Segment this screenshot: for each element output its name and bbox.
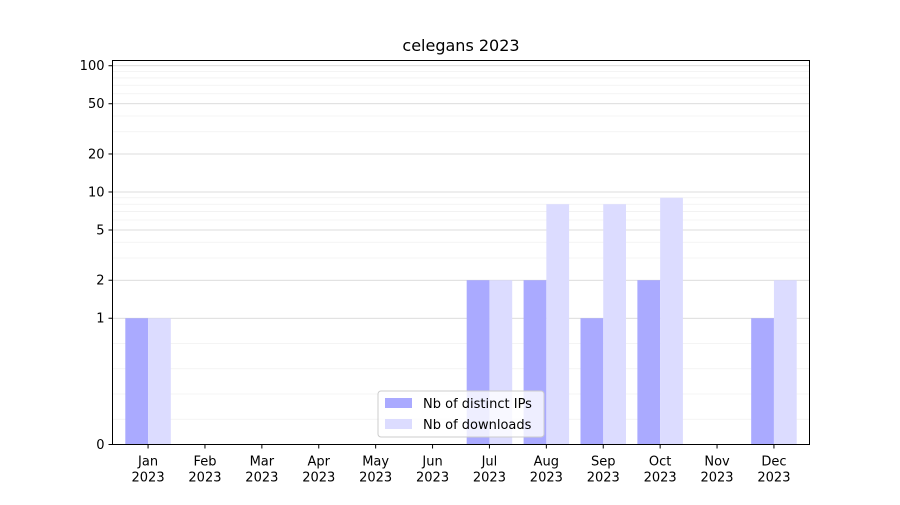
x-tick-label-month: Oct <box>649 455 671 470</box>
x-tick-label-year: 2023 <box>188 471 221 486</box>
x-tick-label-year: 2023 <box>416 471 449 486</box>
x-tick-label-month: Jan <box>137 455 158 470</box>
x-tick-label-year: 2023 <box>359 471 392 486</box>
plot-frame <box>112 60 810 445</box>
x-tick-label-year: 2023 <box>530 471 563 486</box>
bar-distinct-ips-dec <box>751 318 774 445</box>
legend: Nb of distinct IPs Nb of downloads <box>377 390 545 438</box>
legend-swatch-distinct-ips <box>385 398 412 408</box>
x-tick-label-month: May <box>362 455 389 470</box>
bar-downloads-oct <box>660 197 683 445</box>
y-tick-label: 20 <box>88 147 105 162</box>
bar-downloads-jan <box>148 318 171 445</box>
bar-distinct-ips-oct <box>637 280 661 445</box>
x-tick-label-month: Jun <box>421 455 442 470</box>
y-tick-label: 100 <box>80 59 105 74</box>
x-tick-label-year: 2023 <box>587 471 620 486</box>
x-axis: Jan2023Feb2023Mar2023Apr2023May2023Jun20… <box>132 444 790 486</box>
x-tick-label-year: 2023 <box>245 471 278 486</box>
x-tick-label-year: 2023 <box>757 471 790 486</box>
y-tick-label: 50 <box>88 97 105 112</box>
y-tick-label: 5 <box>96 223 104 238</box>
legend-label-downloads: Nb of downloads <box>423 418 532 433</box>
chart-title: celegans 2023 <box>402 36 519 55</box>
x-tick-label-month: Sep <box>591 455 616 470</box>
x-tick-label-month: Aug <box>534 455 559 470</box>
bar-downloads-sep <box>603 204 627 445</box>
x-tick-label-year: 2023 <box>644 471 677 486</box>
x-tick-label-year: 2023 <box>132 471 165 486</box>
legend-swatch-downloads <box>385 419 412 429</box>
x-tick-label-month: Mar <box>250 455 275 470</box>
y-tick-label: 2 <box>96 274 104 289</box>
x-tick-label-year: 2023 <box>302 471 335 486</box>
x-tick-label-month: Feb <box>193 455 216 470</box>
x-tick-label-year: 2023 <box>473 471 506 486</box>
y-axis: 0 1 2 5 10 20 50 100 <box>80 59 113 453</box>
y-tick-label: 10 <box>88 185 105 200</box>
legend-label-distinct-ips: Nb of distinct IPs <box>423 397 532 412</box>
bar-distinct-ips-jan <box>125 318 149 445</box>
bar-downloads-aug <box>546 204 570 445</box>
bar-distinct-ips-sep <box>580 318 604 445</box>
y-tick-label: 0 <box>96 438 104 453</box>
y-tick-label: 1 <box>96 312 104 327</box>
x-tick-label-year: 2023 <box>700 471 733 486</box>
x-tick-label-month: Jul <box>481 455 498 470</box>
x-tick-label-month: Apr <box>308 455 331 470</box>
grid-lines <box>112 65 810 445</box>
x-tick-label-month: Nov <box>704 455 730 470</box>
x-tick-label-month: Dec <box>761 455 786 470</box>
legend-box <box>377 390 545 438</box>
bar-downloads-dec <box>773 280 797 445</box>
